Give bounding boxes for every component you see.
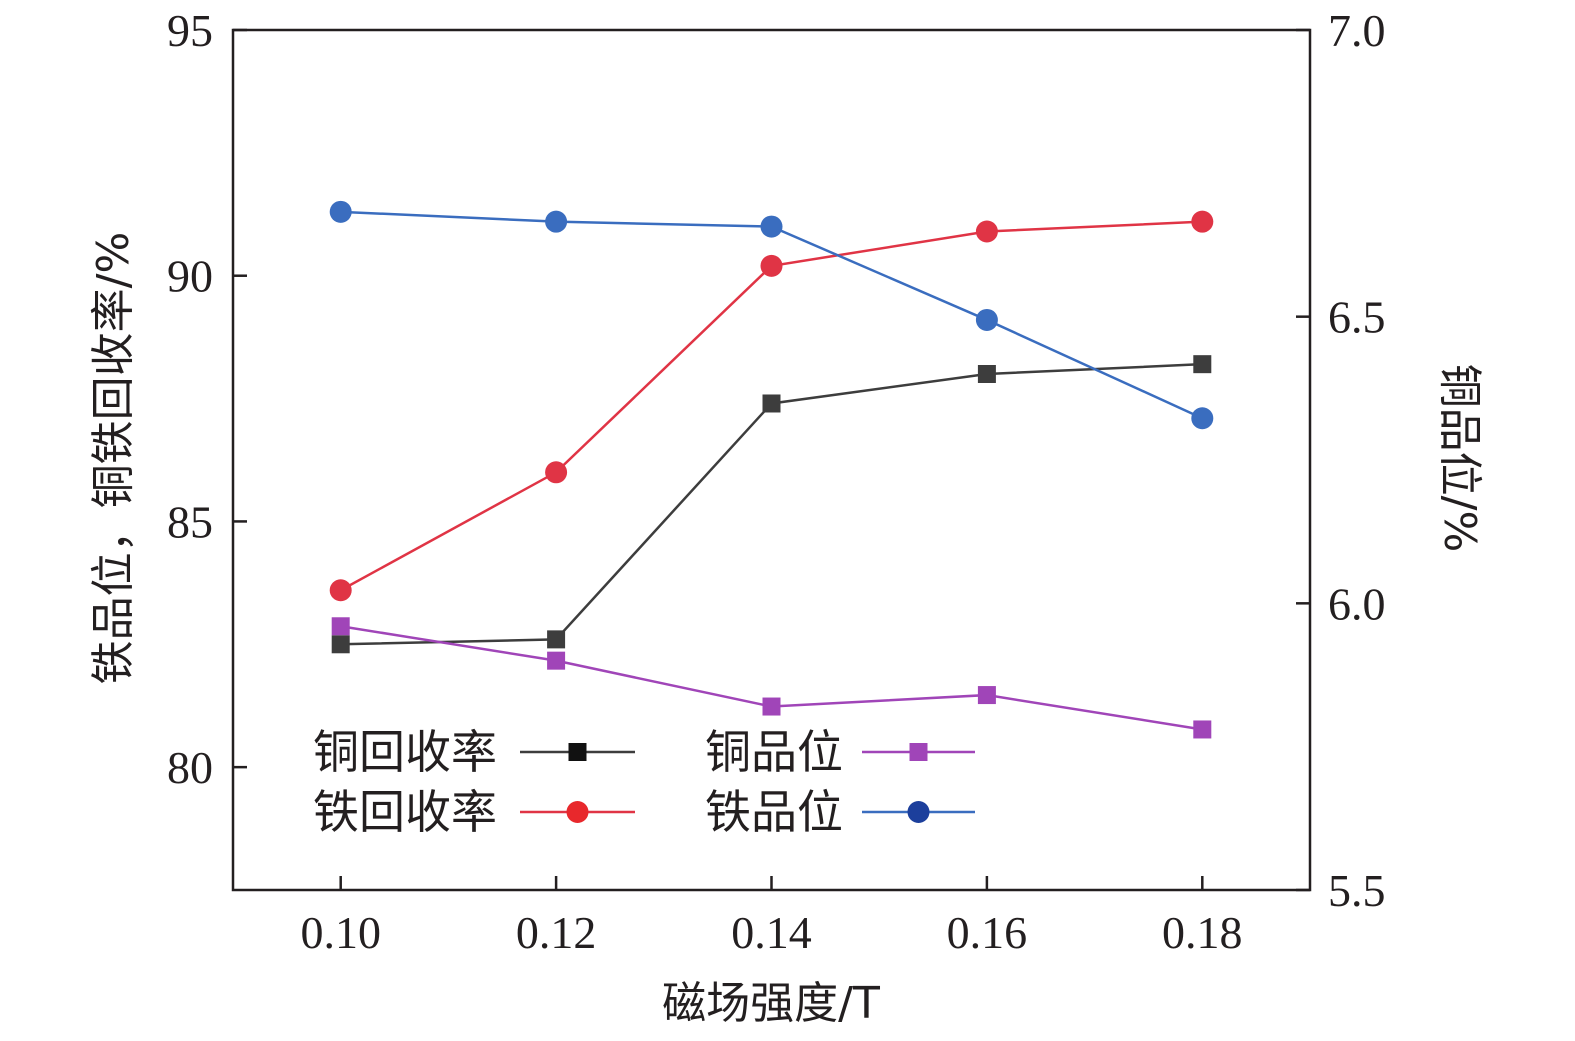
data-point: [1193, 720, 1212, 739]
legend-marker: [568, 743, 587, 761]
y-right-tick-label: 7.0: [1328, 5, 1386, 56]
data-point: [329, 200, 352, 223]
data-point: [762, 394, 781, 413]
x-tick-label: 0.16: [947, 907, 1028, 958]
x-axis-title: 磁场强度/T: [662, 978, 880, 1029]
legend-entry: 铜回收率: [313, 725, 635, 779]
plot-area: [329, 200, 1214, 739]
data-point: [547, 651, 566, 670]
y-left-tick-label: 80: [167, 742, 213, 793]
legend-entry: 铁回收率: [313, 785, 635, 839]
y-axis-right-title: 铜品位/%: [1434, 364, 1485, 553]
data-point: [331, 617, 350, 636]
y-left-tick-label: 90: [167, 251, 213, 302]
y-right-tick-label: 6.5: [1328, 292, 1386, 343]
axes: 0.10 0.12 0.14 0.16 0.18 80 85 90 95 5.5 6.0 6.5 7.0: [167, 5, 1386, 958]
x-tick-label: 0.10: [300, 907, 381, 958]
legend-label: 铁回收率: [313, 785, 497, 839]
data-point: [1191, 407, 1214, 430]
y-right-tick-label: 5.5: [1328, 865, 1386, 916]
data-point: [762, 697, 781, 716]
legend-marker: [907, 801, 930, 823]
data-point: [545, 210, 568, 233]
x-tick-label: 0.18: [1162, 907, 1243, 958]
data-point: [545, 461, 568, 484]
legend-marker: [909, 743, 928, 761]
y-left-tick-label: 85: [167, 496, 213, 547]
legend-marker: [566, 801, 589, 823]
series-4: [329, 200, 1214, 430]
data-point: [331, 635, 350, 654]
y-right-tick-label: 6.0: [1328, 578, 1386, 629]
legend-label: 铁品位: [705, 785, 843, 839]
data-point: [977, 686, 996, 705]
data-point: [547, 630, 566, 649]
data-point: [1193, 355, 1212, 374]
y-axis-left-title: 铁品位，铜铁回收率/%: [88, 232, 139, 685]
data-point: [1191, 210, 1214, 233]
data-point: [977, 365, 996, 383]
legend-label: 铜品位: [705, 725, 843, 779]
series-1: [331, 355, 1212, 654]
data-point: [760, 254, 783, 277]
series-2: [329, 210, 1214, 602]
series-line: [340, 210, 1203, 420]
data-point: [760, 215, 783, 238]
data-point: [329, 579, 352, 602]
x-tick-label: 0.12: [516, 907, 597, 958]
data-point: [975, 220, 998, 243]
legend-entry: 铜品位: [705, 725, 975, 779]
y-left-tick-label: 95: [167, 5, 213, 56]
legend-entry: 铁品位: [705, 785, 975, 839]
x-tick-label: 0.14: [731, 907, 812, 958]
series-3: [331, 617, 1212, 739]
data-point: [975, 308, 998, 331]
legend-label: 铜回收率: [313, 725, 497, 779]
